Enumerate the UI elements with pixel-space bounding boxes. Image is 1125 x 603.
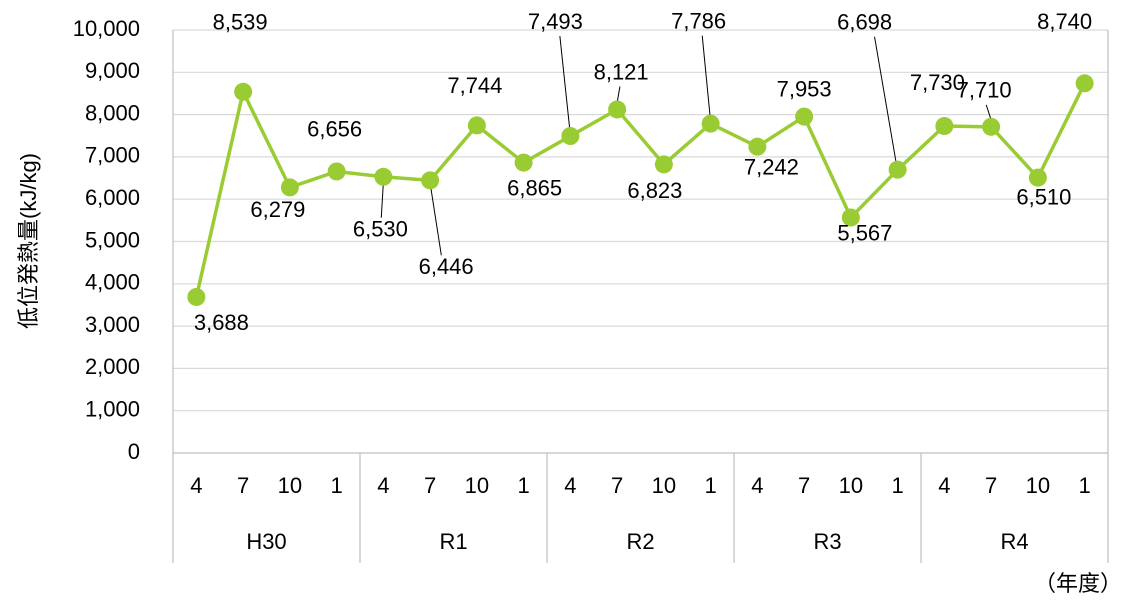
- x-tick-label: 7: [798, 473, 810, 498]
- x-tick-label: 10: [465, 473, 489, 498]
- y-tick-label: 10,000: [73, 16, 140, 41]
- data-point: [1075, 74, 1094, 93]
- group-label: R3: [813, 529, 841, 554]
- x-tick-label: 7: [424, 473, 436, 498]
- y-tick-label: 5,000: [85, 227, 140, 252]
- data-label: 7,710: [957, 78, 1012, 103]
- x-tick-label: 4: [938, 473, 950, 498]
- data-point: [748, 137, 767, 156]
- leader-line: [616, 86, 621, 102]
- data-label: 7,493: [528, 9, 583, 34]
- data-label: 6,279: [250, 197, 305, 222]
- data-point: [234, 82, 253, 101]
- data-point: [795, 107, 814, 126]
- x-tick-label: 1: [705, 473, 717, 498]
- data-point: [280, 178, 299, 197]
- data-point: [327, 162, 346, 181]
- leader-line: [985, 104, 992, 120]
- x-tick-label: 4: [190, 473, 202, 498]
- leader-line: [559, 35, 571, 129]
- x-tick-label: 7: [611, 473, 623, 498]
- y-tick-label: 2,000: [85, 354, 140, 379]
- data-label: 8,539: [213, 10, 268, 35]
- data-label: 8,740: [1037, 9, 1092, 34]
- data-point: [467, 116, 486, 135]
- data-point: [561, 127, 580, 146]
- y-tick-label: 4,000: [85, 270, 140, 295]
- data-label: 6,698: [837, 9, 892, 34]
- data-label: 6,530: [353, 217, 408, 242]
- data-label: 7,953: [777, 76, 832, 101]
- x-tick-label: 10: [1026, 473, 1050, 498]
- leader-line: [874, 36, 897, 162]
- group-label: H30: [246, 529, 286, 554]
- data-label: 8,121: [594, 59, 649, 84]
- y-tick-label: 0: [128, 439, 140, 464]
- y-tick-label: 7,000: [85, 143, 140, 168]
- y-axis-title: 低位発熱量(kJ/kg): [16, 153, 41, 329]
- x-axis-unit: （年度）: [1034, 571, 1122, 596]
- data-label: 6,865: [507, 175, 562, 200]
- data-point: [888, 160, 907, 179]
- data-point: [654, 155, 673, 174]
- y-tick-label: 6,000: [85, 185, 140, 210]
- data-label: 6,446: [419, 254, 474, 279]
- x-tick-label: 1: [1079, 473, 1091, 498]
- x-tick-label: 4: [564, 473, 576, 498]
- x-tick-label: 10: [278, 473, 302, 498]
- data-label: 7,730: [910, 70, 965, 95]
- x-tick-label: 7: [985, 473, 997, 498]
- data-point: [841, 208, 860, 227]
- data-point: [935, 117, 954, 136]
- x-tick-label: 1: [892, 473, 904, 498]
- data-point: [701, 114, 720, 133]
- group-label: R4: [1000, 529, 1028, 554]
- y-tick-label: 3,000: [85, 312, 140, 337]
- x-tick-label: 10: [652, 473, 676, 498]
- leader-line: [430, 188, 442, 256]
- y-tick-label: 1,000: [85, 397, 140, 422]
- group-label: R1: [439, 529, 467, 554]
- group-label: R2: [626, 529, 654, 554]
- data-label: 6,510: [1016, 184, 1071, 209]
- data-point: [608, 100, 627, 119]
- data-label: 7,242: [744, 154, 799, 179]
- data-label: 3,688: [194, 310, 249, 335]
- x-tick-label: 4: [377, 473, 389, 498]
- data-label: 6,823: [627, 178, 682, 203]
- data-point: [1028, 168, 1047, 187]
- data-point: [982, 117, 1001, 136]
- data-label: 6,656: [307, 116, 362, 141]
- data-point: [187, 287, 206, 306]
- data-point: [374, 167, 393, 186]
- x-tick-label: 7: [237, 473, 249, 498]
- leader-line: [701, 35, 711, 116]
- data-point: [514, 153, 533, 172]
- x-tick-label: 4: [751, 473, 763, 498]
- data-label: 7,744: [447, 73, 502, 98]
- data-point: [421, 171, 440, 190]
- data-label: 5,567: [837, 220, 892, 245]
- x-tick-label: 1: [331, 473, 343, 498]
- y-tick-label: 8,000: [85, 100, 140, 125]
- x-tick-label: 10: [839, 473, 863, 498]
- leader-line: [380, 184, 384, 218]
- y-tick-label: 9,000: [85, 58, 140, 83]
- data-label: 7,786: [671, 8, 726, 33]
- x-tick-label: 1: [518, 473, 530, 498]
